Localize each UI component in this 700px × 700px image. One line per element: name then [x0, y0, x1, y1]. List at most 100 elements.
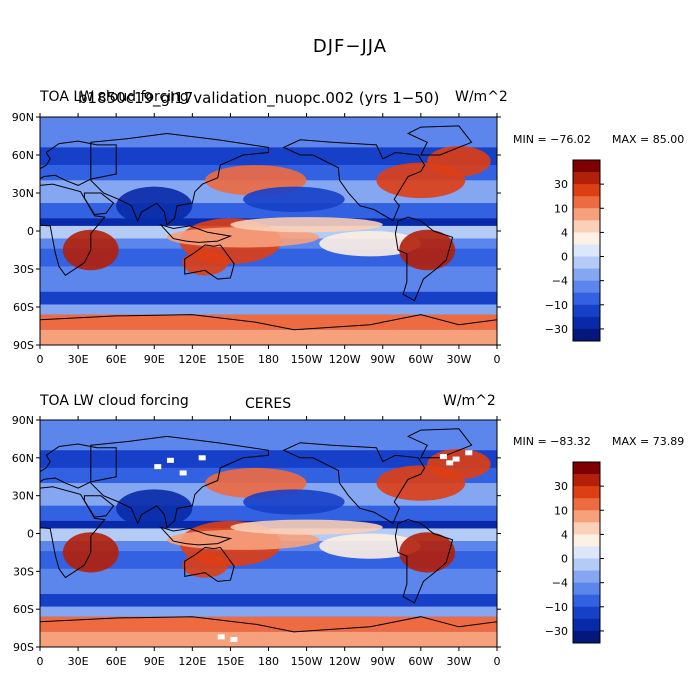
lat-tick-label: 60N — [12, 149, 34, 162]
colorbar-swatch — [573, 304, 600, 318]
panel2-colorbar: 30 10 4 0 −4 −10 −30 — [545, 461, 604, 644]
coastline-australia — [184, 546, 235, 582]
coastline-arabia — [83, 192, 115, 216]
panel1-min-label: MIN = −76.02 — [513, 133, 591, 146]
lon-tick-label: 180 — [258, 655, 279, 668]
coastline-antarctica — [40, 616, 497, 647]
field-patch — [230, 217, 383, 233]
coastline-samerica — [394, 519, 454, 604]
coastline-australia — [184, 244, 235, 280]
lon-tick-label: 60W — [408, 353, 433, 366]
lon-tick-label: 120E — [178, 655, 206, 668]
lon-tick-label: 120W — [329, 655, 361, 668]
colorbar-label: 10 — [554, 504, 568, 517]
coastline-antarctica — [40, 314, 497, 345]
lat-tick-label: 30S — [13, 263, 34, 276]
coastline-namerica — [282, 442, 426, 525]
field-patch — [182, 552, 228, 578]
lon-tick-label: 150E — [216, 655, 244, 668]
lon-tick-label: 60E — [106, 353, 127, 366]
lon-tick-label: 30W — [446, 353, 471, 366]
colorbar-label: 0 — [561, 553, 568, 566]
panel1-title-center: b1850c19_gl17validation_nuopc.002 (yrs 1… — [78, 89, 440, 107]
colorbar-swatch — [573, 328, 600, 342]
lat-tick-label: 60N — [12, 452, 34, 465]
coastline-greenland — [406, 125, 473, 156]
lat-tick-label: 90N — [12, 414, 34, 427]
zonal-band — [40, 314, 497, 330]
colorbar-swatch — [573, 570, 600, 584]
lon-tick-label: 150W — [291, 655, 323, 668]
colorbar-swatch — [573, 208, 600, 221]
colorbar-label: −4 — [552, 577, 568, 590]
missing-data-speck — [179, 470, 187, 476]
colorbar-label: 4 — [561, 226, 568, 239]
lat-tick-label: 0 — [27, 528, 34, 541]
lon-tick-label: 120E — [178, 353, 206, 366]
colorbar-swatch — [573, 232, 600, 245]
colorbar-frame — [572, 461, 601, 644]
colorbar-label: −30 — [545, 625, 568, 638]
lon-tick-label: 150E — [216, 353, 244, 366]
lat-tick-label: 90S — [13, 641, 34, 654]
colorbar-swatch — [573, 594, 600, 608]
panel1-max-label: MAX = 85.00 — [612, 133, 685, 146]
colorbar-swatch — [573, 582, 600, 596]
lon-tick-label: 30E — [68, 655, 89, 668]
colorbar-label: 10 — [554, 202, 568, 215]
lon-tick-label: 0 — [37, 655, 44, 668]
lat-tick-label: 30S — [13, 565, 34, 578]
field-patch — [399, 532, 456, 573]
coastline-europe — [40, 140, 117, 186]
colorbar-swatch — [573, 522, 600, 535]
colorbar-swatch — [573, 618, 600, 632]
missing-data-speck — [166, 457, 174, 463]
field-patch — [399, 229, 456, 271]
missing-data-speck — [439, 454, 447, 460]
colorbar-label: 0 — [561, 251, 568, 264]
colorbar-swatch — [573, 534, 600, 547]
field-patch — [427, 146, 491, 177]
colorbar-swatch — [573, 292, 600, 306]
lon-tick-label: 0 — [494, 353, 501, 366]
lon-tick-label: 0 — [494, 655, 501, 668]
colorbar-swatch — [573, 462, 600, 475]
lat-tick-label: 60S — [13, 301, 34, 314]
zonal-band — [40, 420, 497, 451]
missing-data-speck — [465, 450, 473, 456]
colorbar-swatch — [573, 268, 600, 282]
zonal-band — [40, 329, 497, 345]
colorbar-swatch — [573, 606, 600, 620]
lon-tick-label: 120W — [329, 353, 361, 366]
lon-tick-label: 90W — [370, 353, 395, 366]
field-patch — [243, 186, 345, 212]
missing-data-speck — [446, 460, 454, 466]
panel1-map — [40, 117, 497, 345]
field-patch — [427, 449, 491, 480]
colorbar-swatch — [573, 256, 600, 270]
figure-title: DJF−JJA — [312, 36, 388, 57]
colorbar-label: −30 — [545, 323, 568, 336]
colorbar-swatch — [573, 630, 600, 644]
zonal-band — [40, 117, 497, 148]
missing-data-speck — [217, 634, 225, 640]
zonal-band — [40, 568, 497, 595]
missing-data-speck — [230, 636, 238, 642]
panel2-map — [40, 420, 497, 647]
lon-tick-label: 30W — [446, 655, 471, 668]
panel2-title-center: CERES — [245, 396, 292, 412]
colorbar-frame — [572, 159, 601, 342]
lon-tick-label: 0 — [37, 353, 44, 366]
coastline-africa — [40, 183, 106, 276]
zonal-band — [40, 606, 497, 617]
colorbar-swatch — [573, 244, 600, 258]
colorbar-swatch — [573, 486, 600, 499]
lon-tick-label: 150W — [291, 353, 323, 366]
coastline-samerica — [394, 216, 454, 302]
lat-tick-label: 30N — [12, 187, 34, 200]
field-patch — [243, 489, 345, 515]
coastline-asia — [90, 132, 269, 226]
colorbar-swatch — [573, 172, 600, 185]
